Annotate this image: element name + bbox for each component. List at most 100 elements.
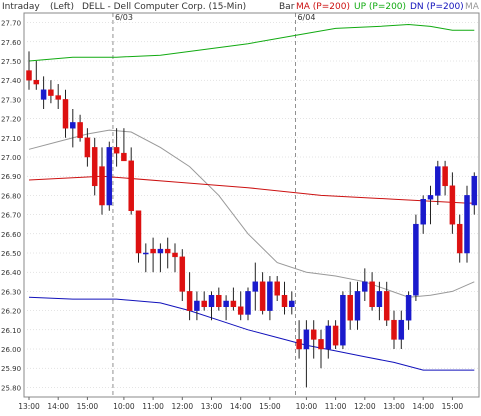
y-tick-label: 26.10	[1, 327, 21, 335]
x-axis: 13:00 14:00 15:00 10:00 11:00 12:00 13:00 14:00…	[18, 397, 463, 411]
candle-body	[252, 281, 259, 292]
plot-frame	[23, 12, 480, 398]
y-tick-label: 27.70	[1, 20, 21, 28]
candle-body	[340, 294, 346, 346]
y-tick-label: 26.40	[1, 269, 21, 277]
y-tick-label: 27.30	[1, 96, 21, 104]
candle-body	[267, 281, 273, 311]
y-tick-label: 26.80	[1, 192, 21, 200]
x-tick-label: 10:00	[296, 402, 318, 411]
candle	[33, 61, 40, 90]
candle-body	[135, 210, 142, 254]
y-tick-label: 26.60	[1, 231, 21, 239]
y-tick-label: 27.10	[1, 135, 21, 143]
candle-body	[91, 147, 98, 187]
candle-body	[471, 175, 478, 206]
candle	[179, 249, 186, 301]
session-dividers: 6/03 6/04	[112, 13, 315, 397]
candle	[84, 128, 91, 167]
session-label: 6/04	[297, 13, 315, 22]
candle-body	[354, 291, 361, 321]
candle-body	[121, 152, 127, 162]
y-tick-label: 27.60	[1, 39, 21, 47]
candle	[55, 84, 61, 109]
candle-body	[70, 122, 76, 129]
candle-body	[420, 198, 426, 225]
ma-legend: MA (P=200)	[296, 2, 350, 12]
candle-body	[84, 137, 91, 158]
y-tick-label: 26.70	[1, 212, 21, 220]
y-grid	[24, 22, 479, 388]
candle-body	[391, 319, 397, 340]
candle-body	[281, 294, 288, 308]
candle-body	[405, 294, 412, 321]
x-tick-label: 13:00	[383, 402, 405, 411]
y-tick-label: 26.90	[1, 173, 21, 181]
candle-body	[398, 319, 405, 340]
interval-label: Intraday	[2, 2, 40, 12]
candle-body	[245, 291, 251, 315]
candle-body	[157, 248, 164, 254]
candle	[230, 287, 237, 311]
x-tick-label: 10:00	[113, 402, 135, 411]
up-legend: UP (P=200)	[354, 2, 406, 12]
session-label: 6/03	[115, 13, 133, 22]
candle	[456, 214, 463, 263]
candle	[281, 281, 288, 315]
mid-line	[28, 129, 475, 298]
candle-body	[347, 294, 353, 321]
candle	[128, 147, 134, 215]
candle-body	[237, 306, 244, 315]
candle	[471, 172, 478, 215]
candle-body	[216, 294, 222, 308]
candle-body	[383, 291, 390, 321]
candle	[274, 276, 280, 301]
candle	[106, 141, 113, 211]
x-tick-label: 15:00	[77, 402, 99, 411]
candle-body	[62, 99, 69, 129]
candle	[435, 160, 441, 205]
y-tick-label: 27.00	[1, 154, 21, 162]
scale-label: (Left)	[50, 2, 74, 12]
candle-body	[164, 248, 171, 254]
candle	[26, 51, 32, 90]
candle-body	[55, 95, 61, 100]
candle-body	[325, 325, 332, 350]
candle	[318, 329, 324, 369]
candle-body	[449, 185, 456, 225]
x-tick-label: 15:00	[442, 402, 464, 411]
candle	[354, 281, 361, 330]
candle	[143, 243, 149, 273]
candle	[223, 295, 229, 321]
candle-body	[435, 166, 441, 196]
candle	[252, 262, 259, 311]
candle-body	[179, 256, 186, 292]
candle	[427, 185, 434, 225]
y-tick-label: 27.20	[1, 116, 21, 124]
up-band-line	[28, 23, 475, 62]
candle	[237, 291, 244, 321]
candle-body	[362, 281, 368, 292]
candle	[40, 76, 47, 109]
candle	[62, 89, 69, 138]
candle	[296, 320, 302, 359]
candle	[303, 320, 310, 388]
candle-body	[40, 89, 47, 100]
x-tick-label: 14:00	[230, 402, 252, 411]
candle	[208, 291, 215, 321]
candle-body	[201, 300, 207, 308]
candle	[332, 320, 339, 349]
x-tick-label: 12:00	[171, 402, 193, 411]
candle-body	[310, 329, 317, 340]
candle-body	[113, 147, 120, 154]
candle-body	[230, 300, 237, 308]
candle-body	[376, 291, 383, 308]
candle-body	[464, 195, 470, 254]
candle	[48, 80, 54, 104]
candle	[259, 272, 266, 315]
candle	[99, 147, 105, 215]
candle-body	[427, 195, 434, 200]
candle	[391, 310, 397, 349]
candle-body	[172, 252, 178, 258]
